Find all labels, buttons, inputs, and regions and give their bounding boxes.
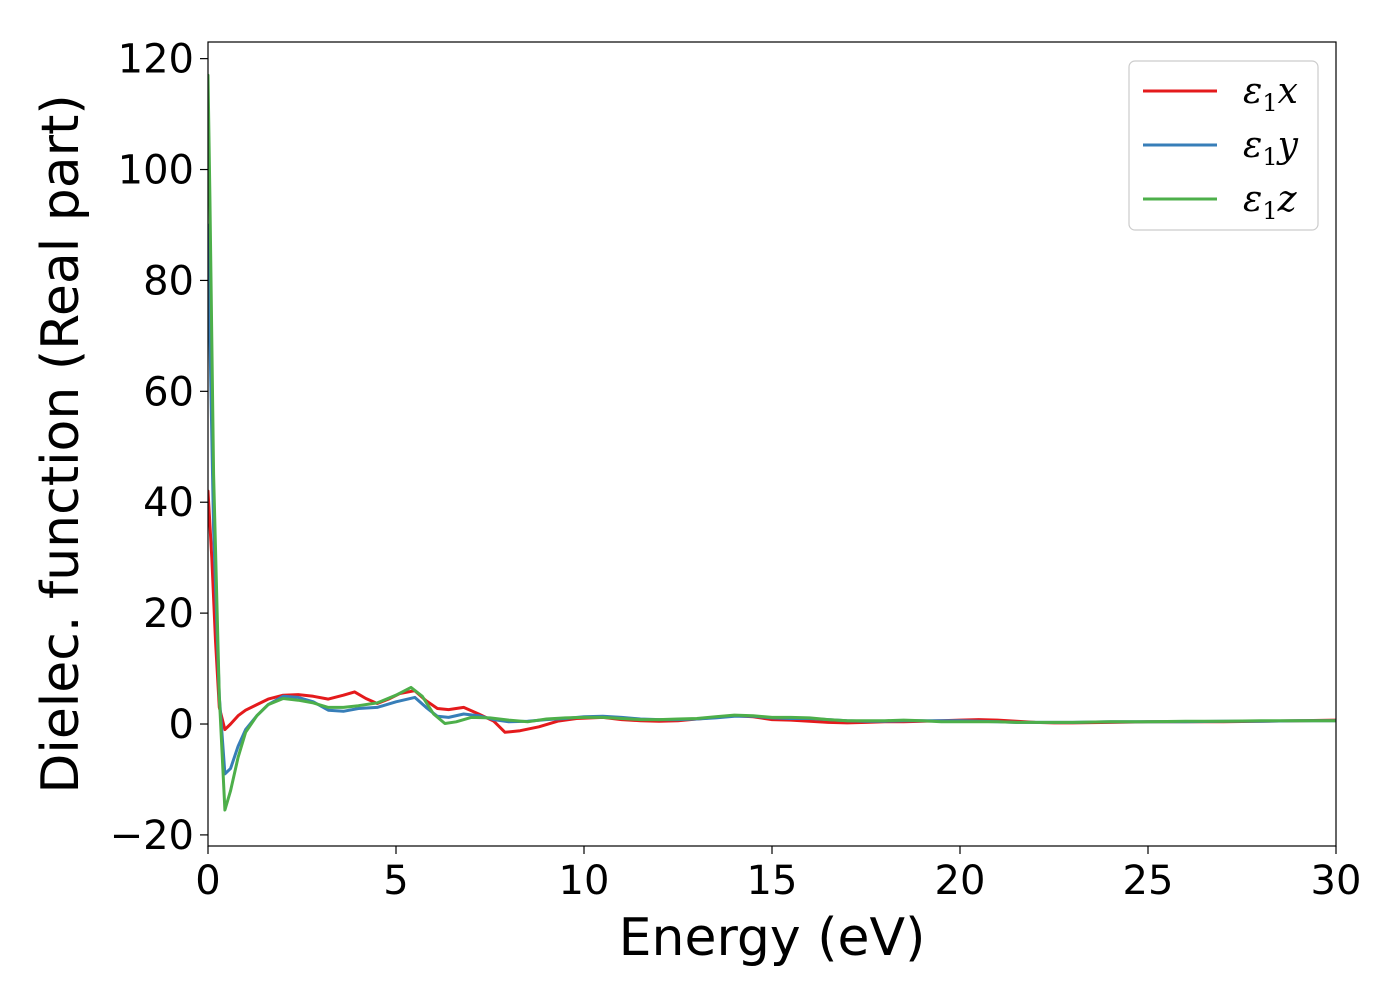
x-tick-label: 25 bbox=[1123, 858, 1174, 904]
y-tick-label: 0 bbox=[169, 702, 194, 748]
series-line-x bbox=[208, 489, 1336, 734]
y-axis-label: Dielec. function (Real part) bbox=[31, 94, 91, 793]
x-axis-label: Energy (eV) bbox=[619, 908, 926, 968]
legend-label: ε1y bbox=[1243, 125, 1299, 171]
x-tick-label: 10 bbox=[559, 858, 610, 904]
y-tick-label: 40 bbox=[143, 480, 194, 526]
x-tick-label: 0 bbox=[195, 858, 220, 904]
y-tick-label: 120 bbox=[118, 37, 194, 83]
plot-lines bbox=[208, 73, 1336, 812]
legend: ε1x ε1y ε1z bbox=[1128, 60, 1319, 231]
legend-label: ε1x bbox=[1243, 71, 1298, 117]
series-line-z bbox=[208, 73, 1336, 812]
y-tick-label: 20 bbox=[143, 591, 194, 637]
x-tick-label: 20 bbox=[935, 858, 986, 904]
y-tick-label: 100 bbox=[118, 148, 194, 194]
y-tick-label: −20 bbox=[110, 813, 194, 859]
legend-label: ε1z bbox=[1243, 179, 1298, 225]
legend-box bbox=[1128, 60, 1319, 231]
y-tick-label: 80 bbox=[143, 258, 194, 304]
x-tick-label: 30 bbox=[1311, 858, 1362, 904]
x-tick-label: 15 bbox=[747, 858, 798, 904]
x-tick-label: 5 bbox=[383, 858, 408, 904]
y-tick-label: 60 bbox=[143, 369, 194, 415]
y-axis: −20 0 20 40 60 80 100 120 bbox=[110, 37, 208, 859]
x-axis: 0 5 10 15 20 25 30 bbox=[195, 846, 1361, 904]
series-line-y bbox=[208, 223, 1336, 776]
